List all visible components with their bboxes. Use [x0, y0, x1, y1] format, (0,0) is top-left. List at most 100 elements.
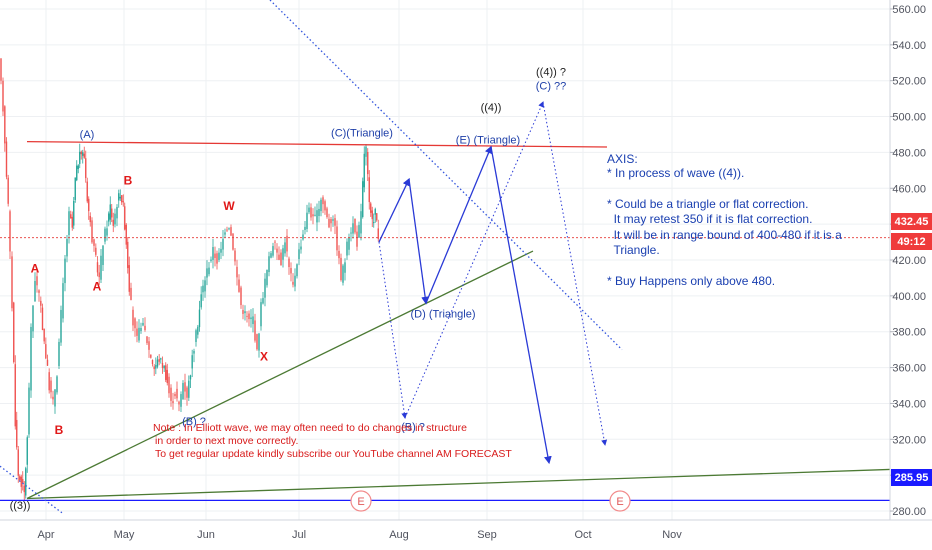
disclaimer-line: Note : In Elliott wave, we may often nee… — [153, 422, 467, 434]
y-tick-label: 540.00 — [892, 40, 926, 52]
candle-body — [340, 257, 342, 281]
projection-arrow-dotted[interactable] — [378, 241, 408, 419]
current-price-badge-bg — [891, 213, 932, 230]
candle-body — [222, 238, 224, 250]
candle-body — [310, 207, 312, 218]
candle-body — [151, 359, 154, 364]
candle-body — [316, 210, 318, 223]
candle-body — [36, 276, 38, 286]
candle-body — [166, 369, 168, 384]
dotted-downtrend-line[interactable] — [269, 0, 623, 351]
candle-body — [228, 228, 230, 230]
candle-body — [77, 165, 79, 169]
earnings-event-marker[interactable]: E — [609, 490, 631, 512]
candle-body — [182, 383, 184, 400]
candle-body — [362, 181, 364, 217]
projection-arrow-solid[interactable] — [425, 145, 493, 304]
y-tick-label: 340.00 — [892, 398, 926, 410]
candle-body — [188, 380, 190, 398]
candle-body — [198, 309, 201, 328]
wave-label: (B) ? — [401, 421, 425, 433]
candle-body — [363, 153, 365, 188]
event-marker-label: E — [357, 496, 364, 508]
candle-body — [125, 224, 127, 245]
candle-body — [268, 256, 270, 273]
candle-body — [290, 268, 292, 274]
candle-body — [52, 396, 54, 400]
resistance-line[interactable] — [26, 141, 608, 148]
x-tick-label: Nov — [662, 529, 682, 541]
candle-body — [193, 350, 195, 354]
wave-label: ((3)) — [10, 500, 31, 512]
support-price-badge: 285.95 — [891, 469, 932, 486]
candle-body — [360, 211, 362, 234]
candle-body — [132, 309, 134, 326]
candle-body — [23, 485, 25, 493]
candle-body — [308, 207, 310, 213]
projection-arrow-solid[interactable] — [490, 146, 552, 465]
projection-arrow-solid[interactable] — [378, 177, 410, 243]
time-axis-background — [0, 520, 932, 550]
candle-body — [374, 208, 376, 215]
candle-body — [85, 158, 87, 179]
candle-body — [111, 208, 113, 218]
candle-body — [54, 389, 56, 407]
candle-body — [256, 334, 258, 350]
candle-body — [338, 250, 340, 259]
candle-body — [118, 193, 120, 201]
candle-body — [64, 258, 66, 284]
y-tick-label: 500.00 — [892, 112, 926, 124]
y-tick-label: 280.00 — [892, 506, 926, 518]
wave-label: (B) ? — [182, 416, 206, 428]
candle-body — [9, 211, 11, 252]
candle-body — [320, 199, 322, 212]
candle-body — [155, 364, 157, 369]
candle-body — [236, 266, 238, 278]
x-tick-label: Oct — [574, 529, 591, 541]
candle-body — [354, 218, 356, 233]
x-tick-label: Jul — [292, 529, 306, 541]
candle-body — [160, 358, 162, 360]
candle-body — [238, 279, 240, 292]
candle-body — [128, 265, 130, 292]
y-tick-label: 460.00 — [892, 183, 926, 195]
candle-body — [292, 281, 294, 285]
candle-body — [119, 196, 121, 199]
rising-support-line[interactable] — [26, 250, 534, 500]
projection-arrow-solid[interactable] — [408, 179, 430, 305]
candle-body — [330, 219, 332, 224]
candle-body — [4, 106, 6, 144]
candle-body — [324, 201, 326, 211]
projection-arrow-dotted[interactable] — [404, 101, 544, 418]
candle-body — [19, 476, 21, 480]
y-tick-label: 380.00 — [892, 327, 926, 339]
candle-body — [200, 294, 202, 308]
wave-label: W — [223, 199, 235, 213]
candle-body — [114, 213, 116, 225]
wave-label: B — [55, 423, 64, 437]
candle-body — [140, 327, 142, 332]
candle-body — [96, 262, 99, 273]
y-tick-label: 480.00 — [892, 147, 926, 159]
candle-body — [274, 241, 276, 243]
candle-body — [300, 246, 302, 250]
candle-body — [73, 201, 75, 226]
candle-body — [350, 232, 352, 234]
candle-body — [356, 231, 358, 247]
dotted-wedge-arm-line[interactable] — [0, 465, 63, 514]
candle-body — [365, 146, 367, 157]
candle-body — [220, 248, 222, 253]
candle-body — [98, 272, 100, 278]
disclaimer-line: in order to next move correctly. — [155, 435, 298, 447]
candle-body — [342, 265, 344, 283]
earnings-event-marker[interactable]: E — [350, 490, 372, 512]
candle-body — [326, 208, 328, 218]
long-support-line[interactable] — [26, 467, 932, 500]
candle-body — [214, 253, 216, 259]
candle-body — [20, 476, 22, 487]
candle-body — [191, 355, 193, 369]
candle-body — [210, 259, 212, 261]
